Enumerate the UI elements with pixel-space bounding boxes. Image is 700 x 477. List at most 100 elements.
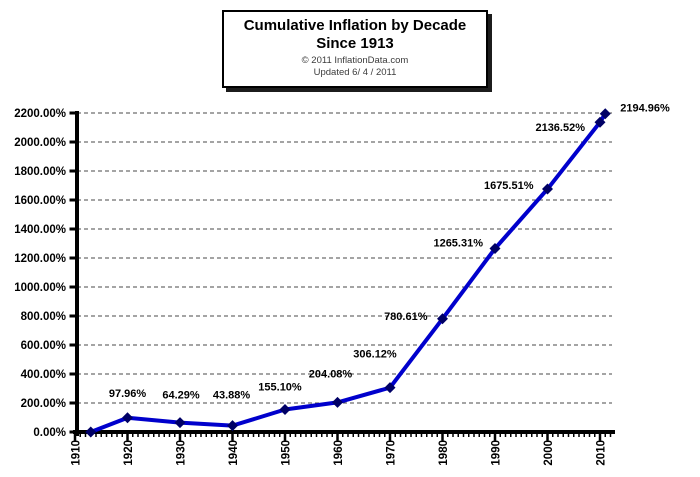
data-point-marker xyxy=(384,382,396,394)
x-axis-minor-tick xyxy=(132,434,134,437)
x-axis-minor-tick xyxy=(531,434,533,437)
x-axis-minor-tick xyxy=(525,434,528,437)
x-axis-major-tick xyxy=(178,434,182,441)
x-tick-label: 1910 xyxy=(71,440,83,466)
y-tick-label: 2200.00% xyxy=(14,108,66,120)
x-tick-label: 1940 xyxy=(228,440,240,466)
x-axis-minor-tick xyxy=(594,434,596,437)
y-axis-tick xyxy=(69,372,75,376)
y-axis-tick xyxy=(69,256,75,260)
x-axis-minor-tick xyxy=(536,434,538,437)
copyright-text: © 2011 InflationData.com xyxy=(301,55,409,66)
data-point-marker xyxy=(437,313,448,325)
y-axis-tick xyxy=(69,314,75,318)
y-tick-label: 1400.00% xyxy=(14,224,66,236)
x-axis-minor-tick xyxy=(347,434,349,437)
data-point-marker xyxy=(85,426,97,438)
y-axis-tick xyxy=(69,169,75,173)
x-axis-minor-tick xyxy=(468,434,470,437)
x-tick-label: 1970 xyxy=(386,440,398,466)
y-axis-tick xyxy=(69,111,75,115)
y-axis-tick xyxy=(69,227,75,231)
y-tick-label: 1000.00% xyxy=(14,282,66,294)
y-tick-label: 2000.00% xyxy=(14,137,66,149)
x-axis-minor-tick xyxy=(289,434,291,437)
x-axis-minor-tick xyxy=(221,434,223,437)
x-axis-minor-tick xyxy=(520,434,522,437)
x-tick-label: 1950 xyxy=(281,440,293,466)
x-axis-minor-tick xyxy=(95,434,97,437)
x-axis-minor-tick xyxy=(100,434,102,437)
y-tick-label: 1600.00% xyxy=(14,195,66,207)
x-axis-minor-tick xyxy=(79,434,81,437)
y-axis-line xyxy=(75,111,79,436)
x-axis-minor-tick xyxy=(147,434,150,437)
x-axis-minor-tick xyxy=(105,434,108,437)
x-axis-minor-tick xyxy=(562,434,564,437)
x-axis-minor-tick xyxy=(121,434,123,437)
data-point-marker xyxy=(122,412,133,424)
y-axis-tick xyxy=(69,198,75,202)
y-tick-label: 0.00% xyxy=(33,427,66,439)
x-axis-minor-tick xyxy=(315,434,318,437)
x-axis-minor-tick xyxy=(368,434,370,437)
x-axis-major-tick xyxy=(598,434,602,441)
y-tick-label: 400.00% xyxy=(21,369,66,381)
data-point-marker xyxy=(489,243,501,255)
x-axis-minor-tick xyxy=(321,434,323,437)
x-axis-minor-tick xyxy=(216,434,218,437)
x-axis-minor-tick xyxy=(483,434,486,437)
data-point-label: 2194.96% xyxy=(620,103,670,115)
x-axis-major-tick xyxy=(73,434,77,441)
x-axis-minor-tick xyxy=(116,434,118,437)
x-axis-minor-tick xyxy=(426,434,428,437)
x-axis-minor-tick xyxy=(326,434,328,437)
x-axis-major-tick xyxy=(441,434,444,441)
x-axis-major-tick xyxy=(546,434,549,441)
x-axis-minor-tick xyxy=(142,434,144,437)
updated-text: Updated 6/ 4 / 2011 xyxy=(313,67,397,78)
x-axis-minor-tick xyxy=(415,434,417,437)
chart-title: Cumulative Inflation by Decade xyxy=(243,17,467,34)
x-axis-minor-tick xyxy=(163,434,165,437)
data-point-label: 1675.51% xyxy=(484,180,534,192)
x-axis-minor-tick xyxy=(373,434,375,437)
data-point-marker xyxy=(174,417,186,429)
x-axis-minor-tick xyxy=(588,434,591,437)
x-tick-label: 2000 xyxy=(543,440,555,466)
x-axis-minor-tick xyxy=(609,434,612,437)
x-axis-minor-tick xyxy=(431,434,433,437)
x-tick-label: 1930 xyxy=(176,440,188,466)
data-point-label: 155.10% xyxy=(258,382,302,394)
x-axis-minor-tick xyxy=(168,434,171,437)
x-axis-minor-tick xyxy=(342,434,344,437)
data-point-label: 97.96% xyxy=(109,388,147,400)
x-tick-label: 2010 xyxy=(596,440,608,466)
x-axis-major-tick xyxy=(283,434,287,441)
x-axis-minor-tick xyxy=(420,434,423,437)
x-axis-minor-tick xyxy=(578,434,580,437)
x-axis-minor-tick xyxy=(405,434,407,437)
x-axis-minor-tick xyxy=(557,434,559,437)
x-axis-minor-tick xyxy=(352,434,354,437)
y-tick-label: 1200.00% xyxy=(14,253,66,265)
x-axis-major-tick xyxy=(336,434,339,441)
x-axis-minor-tick xyxy=(184,434,186,437)
x-axis-major-tick xyxy=(493,434,497,441)
x-axis-minor-tick xyxy=(478,434,480,437)
x-axis-minor-tick xyxy=(515,434,517,437)
x-axis-minor-tick xyxy=(447,434,449,437)
x-axis-minor-tick xyxy=(205,434,207,437)
x-axis-minor-tick xyxy=(300,434,302,437)
x-axis-minor-tick xyxy=(242,434,244,437)
y-tick-label: 1800.00% xyxy=(14,166,66,178)
x-axis-major-tick xyxy=(388,434,392,441)
data-point-label: 64.29% xyxy=(162,390,200,402)
data-point-label: 204.08% xyxy=(309,368,353,380)
x-axis-minor-tick xyxy=(489,434,491,437)
x-tick-label: 1920 xyxy=(123,440,135,466)
data-point-marker xyxy=(227,420,238,432)
y-axis-tick xyxy=(69,430,75,434)
x-axis-minor-tick xyxy=(268,434,270,437)
